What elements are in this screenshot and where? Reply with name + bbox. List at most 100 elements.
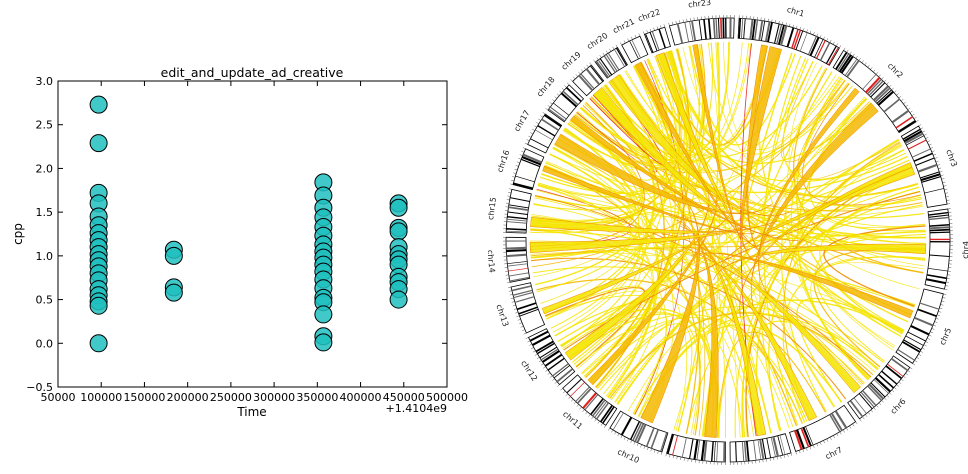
scale-tick [922, 348, 925, 349]
scale-tick [827, 38, 828, 41]
scale-tick [947, 278, 950, 279]
scale-tick [669, 23, 670, 26]
scale-tick [566, 394, 568, 396]
scale-tick [537, 357, 540, 359]
scale-tick [920, 128, 923, 129]
chromosome-label: chr13 [494, 303, 510, 328]
scale-tick [884, 80, 886, 82]
scale-tick [817, 444, 818, 447]
scale-tick [512, 176, 515, 177]
scale-tick [930, 332, 933, 333]
scale-tick [509, 291, 512, 292]
scale-tick [766, 459, 767, 462]
scale-tick [635, 35, 636, 38]
scale-tick [654, 450, 655, 453]
scale-tick [552, 379, 554, 381]
scale-tick [608, 428, 610, 431]
scale-tick [587, 65, 589, 67]
scale-tick [946, 200, 949, 201]
scale-tick [916, 120, 919, 122]
chromosome-label: chr1 [786, 5, 806, 19]
scale-tick [688, 458, 689, 461]
scale-tick [860, 419, 862, 421]
scale-tick [578, 72, 580, 74]
scale-tick [913, 363, 915, 365]
scale-tick [934, 322, 937, 323]
scale-tick [830, 437, 831, 440]
link-ribbons [530, 42, 926, 438]
scale-tick [806, 448, 807, 451]
scale-tick [924, 345, 927, 346]
scale-tick [930, 147, 933, 148]
x-tick-label: 250000 [210, 391, 252, 404]
chromosome-label: chr7 [824, 445, 844, 461]
x-offset-label: +1.4104e9 [386, 402, 447, 415]
scale-tick [786, 23, 787, 26]
scale-tick [945, 289, 948, 290]
scale-tick [773, 457, 774, 460]
chromosome-label: chr18 [535, 75, 557, 98]
scale-tick [843, 430, 845, 433]
scale-tick [933, 154, 936, 155]
data-point [90, 96, 107, 113]
scale-tick [507, 199, 510, 200]
scale-tick [673, 455, 674, 458]
chromosome-label: chr10 [616, 447, 641, 465]
y-tick-label: 1.5 [36, 206, 54, 219]
scale-tick [784, 455, 785, 458]
scale-tick [881, 77, 883, 79]
scale-tick [507, 196, 510, 197]
scale-tick [868, 412, 870, 414]
scale-tick [847, 50, 849, 53]
scale-tick [844, 48, 846, 51]
scale-tick [550, 376, 552, 378]
scale-tick [938, 168, 941, 169]
scale-tick [941, 301, 944, 302]
scale-tick [631, 37, 632, 40]
scale-tick [647, 447, 648, 450]
scale-tick [521, 326, 524, 327]
scale-tick [935, 158, 938, 159]
scale-tick [679, 20, 680, 23]
scale-tick [859, 58, 861, 60]
data-point [390, 223, 407, 240]
scale-tick [592, 417, 594, 419]
scale-tick [892, 88, 894, 90]
scale-tick [507, 282, 510, 283]
plot-frame [58, 81, 447, 387]
scale-tick [550, 102, 552, 104]
y-tick-label: −0.5 [26, 381, 53, 394]
scale-tick [664, 24, 665, 27]
scale-tick [936, 161, 939, 162]
scale-tick [557, 94, 559, 96]
scale-tick [516, 165, 519, 166]
scale-tick [513, 305, 516, 306]
chromosome-label: chr12 [519, 359, 539, 383]
scale-tick [839, 45, 841, 48]
scale-tick [856, 422, 858, 424]
scale-tick [899, 96, 901, 98]
scale-tick [817, 34, 818, 37]
data-point [165, 247, 182, 264]
scale-tick [580, 407, 582, 409]
chromosome-label: chr16 [495, 149, 511, 174]
scale-tick [643, 32, 644, 35]
scale-tick [943, 186, 946, 187]
scale-tick [862, 60, 864, 62]
scale-tick [850, 52, 852, 55]
scale-tick [799, 450, 800, 453]
scale-tick [620, 42, 621, 45]
scale-tick [938, 311, 941, 312]
scale-tick [836, 44, 837, 47]
scale-tick [944, 189, 947, 190]
scale-tick [856, 56, 858, 58]
scale-tick [910, 367, 912, 369]
scale-tick [541, 364, 543, 366]
scale-tick [627, 439, 628, 442]
scale-tick [510, 294, 513, 295]
scale-tick [840, 432, 842, 435]
scale-tick [672, 22, 673, 25]
scale-tick [946, 196, 949, 197]
scale-tick [597, 57, 599, 59]
scale-tick [634, 442, 635, 445]
